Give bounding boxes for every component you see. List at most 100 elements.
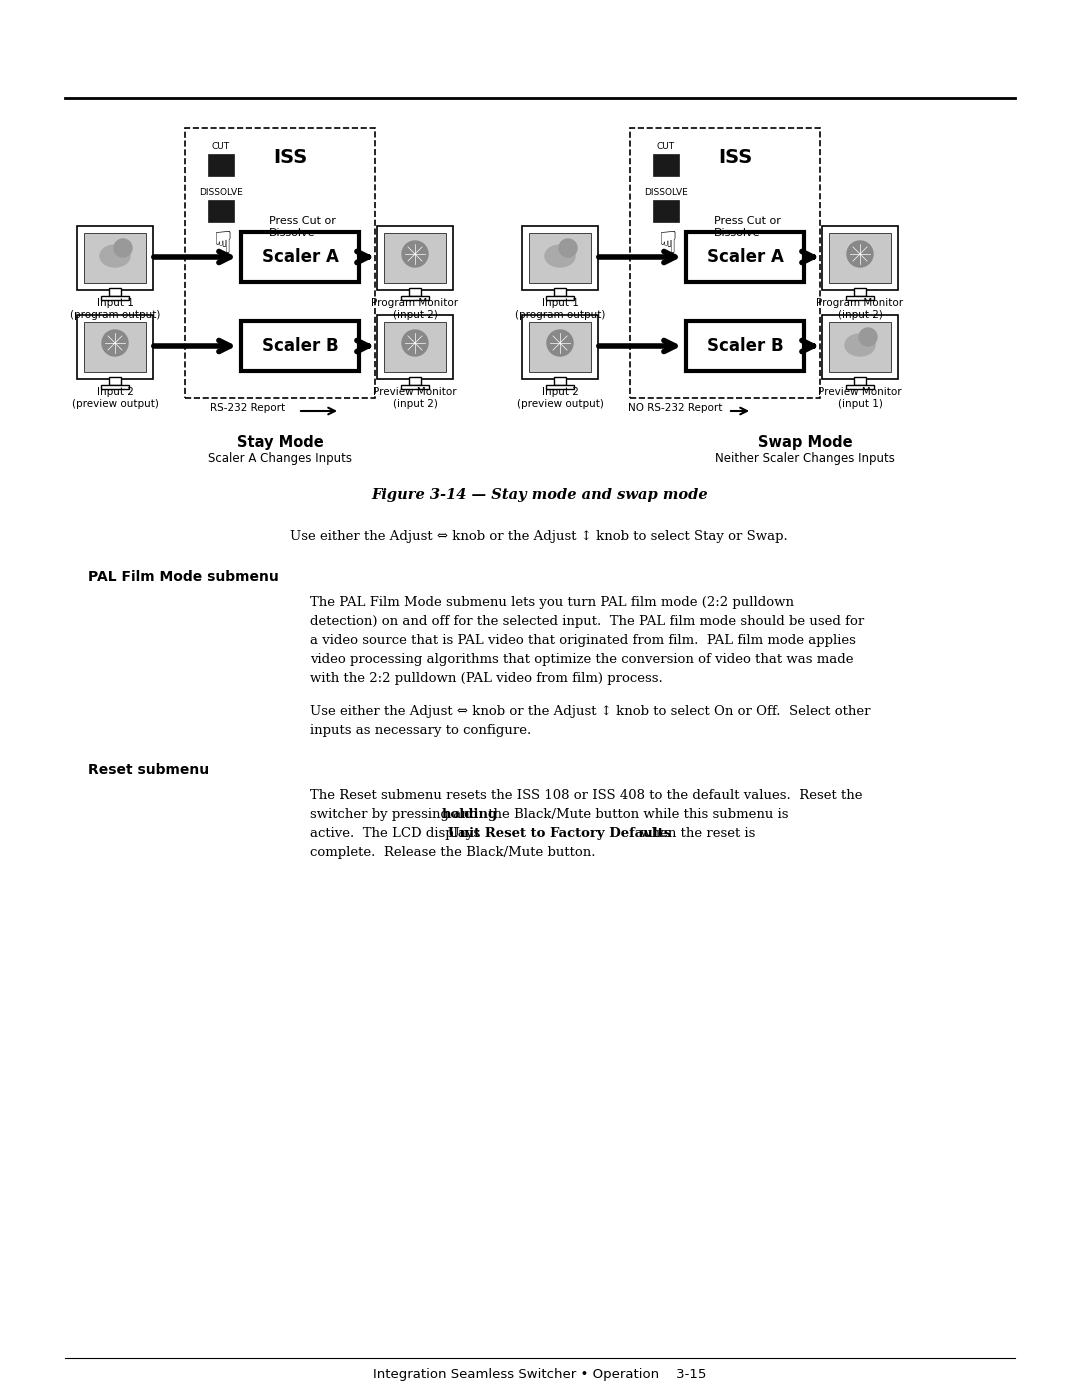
Text: RS-232 Report: RS-232 Report <box>211 402 285 414</box>
Text: Unit Reset to Factory Defaults: Unit Reset to Factory Defaults <box>448 827 672 840</box>
Text: active.  The LCD displays: active. The LCD displays <box>310 827 484 840</box>
Text: Use either the Adjust ⇔ knob or the Adjust ↕ knob to select On or Off.  Select o: Use either the Adjust ⇔ knob or the Adju… <box>310 705 870 718</box>
Text: PAL Film Mode submenu: PAL Film Mode submenu <box>87 570 279 584</box>
Text: switcher by pressing and: switcher by pressing and <box>310 807 483 821</box>
Text: DISSOLVE: DISSOLVE <box>199 189 243 197</box>
Text: Swap Mode: Swap Mode <box>758 434 852 450</box>
FancyBboxPatch shape <box>84 321 146 372</box>
FancyBboxPatch shape <box>77 314 153 379</box>
FancyBboxPatch shape <box>653 154 679 176</box>
FancyBboxPatch shape <box>241 321 359 372</box>
FancyBboxPatch shape <box>377 314 453 379</box>
FancyBboxPatch shape <box>822 314 897 379</box>
Text: DISSOLVE: DISSOLVE <box>644 189 688 197</box>
FancyBboxPatch shape <box>384 321 446 372</box>
FancyBboxPatch shape <box>854 288 866 296</box>
Text: detection) on and off for the selected input.  The PAL film mode should be used : detection) on and off for the selected i… <box>310 615 864 629</box>
Text: CUT: CUT <box>212 142 230 151</box>
Text: (input 2): (input 2) <box>392 310 437 320</box>
FancyBboxPatch shape <box>208 154 234 176</box>
Text: a video source that is PAL video that originated from film.  PAL film mode appli: a video source that is PAL video that or… <box>310 634 855 647</box>
FancyBboxPatch shape <box>829 233 891 284</box>
Text: Preview Monitor: Preview Monitor <box>819 387 902 397</box>
FancyBboxPatch shape <box>401 296 429 300</box>
Text: (preview output): (preview output) <box>71 400 159 409</box>
Circle shape <box>402 330 428 356</box>
Text: (preview output): (preview output) <box>516 400 604 409</box>
Text: Input 1: Input 1 <box>541 298 579 307</box>
Text: Press Cut or
Dissolve: Press Cut or Dissolve <box>269 217 336 239</box>
FancyBboxPatch shape <box>109 377 121 386</box>
Text: (program output): (program output) <box>70 310 160 320</box>
FancyBboxPatch shape <box>377 226 453 291</box>
Text: (input 2): (input 2) <box>838 310 882 320</box>
Text: (program output): (program output) <box>515 310 605 320</box>
FancyBboxPatch shape <box>409 288 421 296</box>
Text: Figure 3-14 — Stay mode and swap mode: Figure 3-14 — Stay mode and swap mode <box>372 488 708 502</box>
FancyBboxPatch shape <box>846 296 874 300</box>
Text: (input 1): (input 1) <box>838 400 882 409</box>
Text: The PAL Film Mode submenu lets you turn PAL film mode (2:2 pulldown: The PAL Film Mode submenu lets you turn … <box>310 597 794 609</box>
Text: Scaler B: Scaler B <box>261 337 338 355</box>
Text: Integration Seamless Switcher • Operation    3-15: Integration Seamless Switcher • Operatio… <box>374 1368 706 1382</box>
FancyBboxPatch shape <box>554 377 566 386</box>
FancyBboxPatch shape <box>829 321 891 372</box>
Text: (input 2): (input 2) <box>392 400 437 409</box>
Text: video processing algorithms that optimize the conversion of video that was made: video processing algorithms that optimiz… <box>310 652 853 666</box>
Text: Scaler A: Scaler A <box>706 249 783 265</box>
Circle shape <box>402 242 428 267</box>
Text: Scaler A Changes Inputs: Scaler A Changes Inputs <box>208 453 352 465</box>
Text: Input 1: Input 1 <box>96 298 134 307</box>
FancyBboxPatch shape <box>546 386 573 388</box>
FancyBboxPatch shape <box>686 232 804 282</box>
FancyBboxPatch shape <box>653 200 679 222</box>
FancyBboxPatch shape <box>102 296 129 300</box>
Text: Input 2: Input 2 <box>541 387 579 397</box>
Ellipse shape <box>100 244 130 267</box>
Text: Scaler B: Scaler B <box>706 337 783 355</box>
Circle shape <box>559 239 577 257</box>
Text: CUT: CUT <box>657 142 675 151</box>
Text: ISS: ISS <box>718 148 752 168</box>
FancyBboxPatch shape <box>102 386 129 388</box>
Circle shape <box>847 242 873 267</box>
FancyBboxPatch shape <box>84 233 146 284</box>
Text: the Black/Mute button while this submenu is: the Black/Mute button while this submenu… <box>484 807 788 821</box>
Text: Input 2: Input 2 <box>96 387 134 397</box>
FancyBboxPatch shape <box>846 386 874 388</box>
FancyBboxPatch shape <box>529 233 591 284</box>
Text: complete.  Release the Black/Mute button.: complete. Release the Black/Mute button. <box>310 847 595 859</box>
Text: ☟: ☟ <box>214 231 232 258</box>
Text: Program Monitor: Program Monitor <box>372 298 459 307</box>
FancyBboxPatch shape <box>546 296 573 300</box>
Text: Reset submenu: Reset submenu <box>87 763 210 777</box>
Text: Use either the Adjust ⇔ knob or the Adjust ↕ knob to select Stay or Swap.: Use either the Adjust ⇔ knob or the Adju… <box>291 529 787 543</box>
FancyBboxPatch shape <box>384 233 446 284</box>
FancyBboxPatch shape <box>208 200 234 222</box>
Circle shape <box>546 330 573 356</box>
Text: Neither Scaler Changes Inputs: Neither Scaler Changes Inputs <box>715 453 895 465</box>
FancyBboxPatch shape <box>554 288 566 296</box>
Text: Press Cut or
Dissolve: Press Cut or Dissolve <box>714 217 781 239</box>
FancyBboxPatch shape <box>241 232 359 282</box>
Ellipse shape <box>845 334 875 356</box>
FancyBboxPatch shape <box>401 386 429 388</box>
Circle shape <box>859 328 877 346</box>
Text: when the reset is: when the reset is <box>636 827 755 840</box>
FancyBboxPatch shape <box>522 226 598 291</box>
Text: Program Monitor: Program Monitor <box>816 298 904 307</box>
Ellipse shape <box>545 244 575 267</box>
Text: Stay Mode: Stay Mode <box>237 434 323 450</box>
FancyBboxPatch shape <box>529 321 591 372</box>
Circle shape <box>102 330 129 356</box>
FancyBboxPatch shape <box>409 377 421 386</box>
Circle shape <box>114 239 132 257</box>
Text: The Reset submenu resets the ISS 108 or ISS 408 to the default values.  Reset th: The Reset submenu resets the ISS 108 or … <box>310 789 863 802</box>
FancyBboxPatch shape <box>822 226 897 291</box>
FancyBboxPatch shape <box>77 226 153 291</box>
Text: NO RS-232 Report: NO RS-232 Report <box>627 402 723 414</box>
Text: ISS: ISS <box>273 148 307 168</box>
FancyBboxPatch shape <box>686 321 804 372</box>
Text: inputs as necessary to configure.: inputs as necessary to configure. <box>310 724 531 738</box>
Text: with the 2:2 pulldown (PAL video from film) process.: with the 2:2 pulldown (PAL video from fi… <box>310 672 663 685</box>
